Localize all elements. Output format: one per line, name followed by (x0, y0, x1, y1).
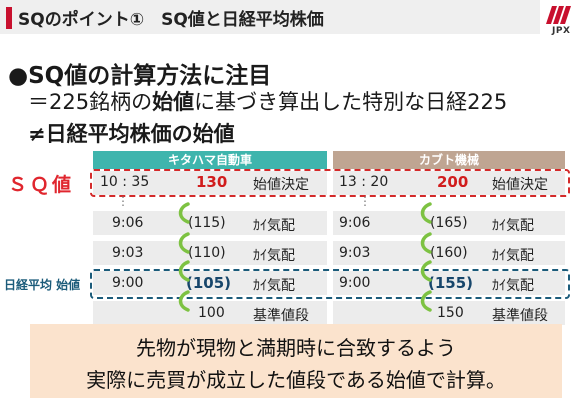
row-bg (93, 271, 327, 295)
heading-text: SQ値の計算方法に注目 (28, 63, 272, 89)
right-time: 9:06 (339, 215, 371, 231)
left-base-price: 100 (198, 305, 225, 321)
curve-arrow-icon (420, 290, 432, 312)
right-price: (165) (430, 215, 468, 231)
right-time: 9:03 (339, 245, 371, 261)
summary-line-2: 実際に売買が成立した値段である始値で計算。 (86, 368, 506, 392)
right-note: ｶｲ気配 (492, 218, 534, 234)
definition-suffix: に基づき算出した特別な日経225 (194, 90, 508, 114)
left-time: 9:00 (112, 275, 144, 291)
left-base-note: 基準値段 (253, 308, 309, 324)
sq-right-note: 始値決定 (492, 177, 548, 193)
heading-sq-calculation: ●SQ値の計算方法に注目 (8, 56, 271, 90)
sq-left-price: 130 (196, 173, 228, 191)
curve-arrow-icon (178, 202, 190, 224)
label-nikkei-open: 日経平均 始値 (4, 278, 81, 292)
left-note: ｶｲ気配 (253, 218, 295, 234)
row-bg (93, 171, 327, 195)
row-bg (93, 211, 327, 235)
label-sq-value: ＳＱ値 (8, 174, 75, 196)
bullet: ● (8, 63, 29, 89)
sq-row-highlight (90, 169, 570, 197)
row-bg (333, 271, 565, 295)
left-time: 9:03 (112, 245, 144, 261)
right-note: ｶｲ気配 (492, 278, 534, 294)
right-base-note: 基準値段 (492, 308, 548, 324)
right-price: (155) (428, 274, 474, 292)
header-accent-bar (6, 7, 12, 29)
slide-title: SQのポイント① SQ値と日経平均株価 (18, 10, 324, 30)
logo-text: JPX (552, 26, 571, 36)
row-bg (93, 241, 327, 265)
curve-arrow-icon (178, 260, 190, 282)
curve-arrow-icon (420, 202, 432, 224)
heading-not-equal: ≠日経平均株価の始値 (28, 122, 235, 146)
right-price: (160) (430, 245, 468, 261)
row-bg (333, 171, 565, 195)
row-bg (333, 241, 565, 265)
sq-left-note: 始値決定 (253, 177, 309, 193)
row-bg (93, 301, 327, 325)
jpx-logo: JPX (544, 4, 578, 40)
sq-right-price: 200 (437, 173, 469, 191)
right-base-price: 150 (437, 305, 464, 321)
heading-definition: ＝225銘柄の始値に基づき算出した特別な日経225 (28, 86, 507, 116)
left-price: (115) (188, 215, 226, 231)
definition-bold: 始値 (152, 90, 195, 114)
row-bg (333, 211, 565, 235)
left-time: 9:06 (112, 215, 144, 231)
table-header-kabuto: カブト機械 (333, 151, 565, 169)
nikkei-open-row-highlight (90, 269, 570, 299)
table-header-kitahama: キタハマ自動車 (93, 151, 327, 169)
header-bar (0, 0, 540, 34)
sq-left-time: 10 : 35 (100, 174, 150, 190)
jpx-logo-mark-icon (546, 6, 571, 24)
curve-arrow-icon (178, 232, 190, 254)
ellipsis-left: ⋮ (117, 194, 129, 208)
ellipsis-right: ⋮ (359, 194, 371, 208)
curve-arrow-icon (420, 260, 432, 282)
definition-prefix: ＝225銘柄の (28, 90, 153, 114)
right-note: ｶｲ気配 (492, 248, 534, 264)
left-price: (110) (188, 245, 226, 261)
left-note: ｶｲ気配 (253, 278, 295, 294)
curve-arrow-icon (420, 232, 432, 254)
summary-box: 先物が現物と満期時に合致するよう 実際に売買が成立した値段である始値で計算。 (30, 324, 562, 398)
row-bg (333, 301, 565, 325)
curve-arrow-icon (178, 290, 190, 312)
summary-line-1: 先物が現物と満期時に合致するよう (136, 336, 456, 360)
sq-right-time: 13 : 20 (339, 174, 389, 190)
left-price: (105) (186, 274, 232, 292)
left-note: ｶｲ気配 (253, 248, 295, 264)
right-time: 9:00 (339, 275, 371, 291)
